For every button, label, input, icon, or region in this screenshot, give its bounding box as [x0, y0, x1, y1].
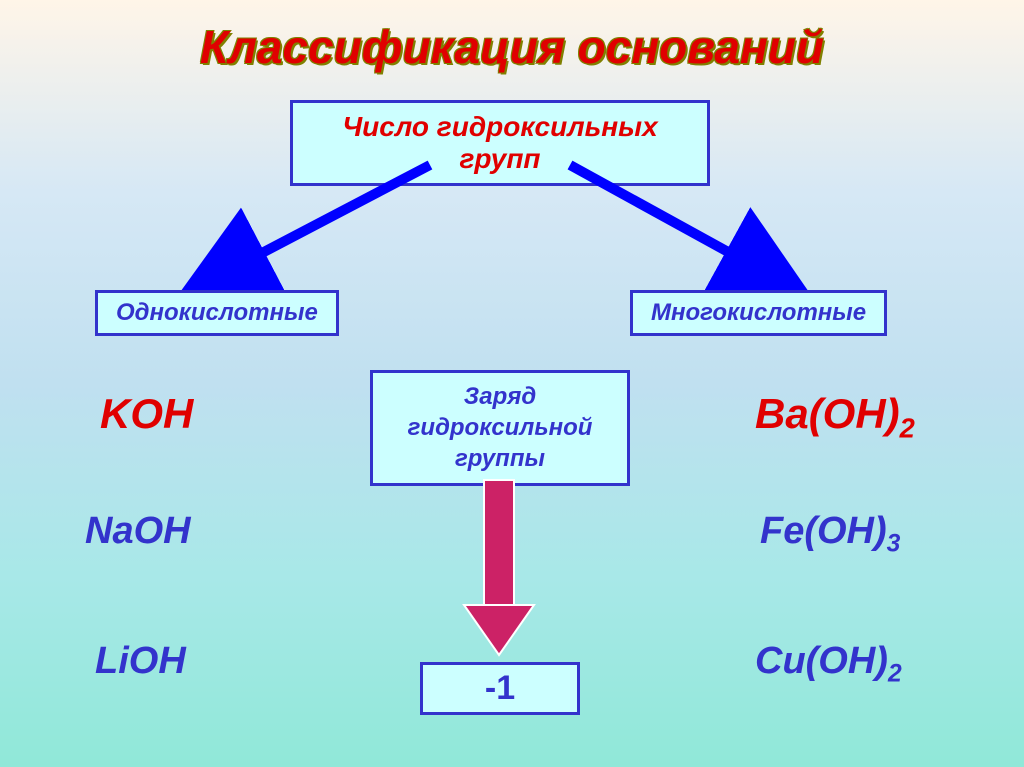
- formula-lioh: LiOH: [95, 640, 186, 683]
- page-title: Классификация оснований: [0, 0, 1024, 74]
- formula-baoh2-sub: 2: [900, 412, 915, 443]
- formula-baoh2: Ba(OH)2: [755, 390, 915, 444]
- arrow-down: [454, 475, 544, 665]
- category-right: Многокислотные: [630, 290, 887, 336]
- charge-box: Заряд гидроксильной группы: [370, 370, 630, 486]
- charge-value: -1: [420, 662, 580, 715]
- formula-feoh3-base: Fe(OH): [760, 510, 887, 552]
- formula-feoh3-sub: 3: [887, 531, 901, 558]
- arrow-left: [180, 155, 460, 295]
- formula-naoh: NaOH: [85, 510, 191, 553]
- formula-koh: KOH: [100, 390, 193, 438]
- category-left: Однокислотные: [95, 290, 339, 336]
- arrow-right: [540, 155, 820, 295]
- formula-baoh2-base: Ba(OH): [755, 390, 900, 437]
- formula-cuoh2-sub: 2: [888, 661, 902, 688]
- formula-cuoh2-base: Cu(OH): [755, 640, 888, 682]
- formula-feoh3: Fe(OH)3: [760, 510, 900, 559]
- formula-cuoh2: Cu(OH)2: [755, 640, 902, 689]
